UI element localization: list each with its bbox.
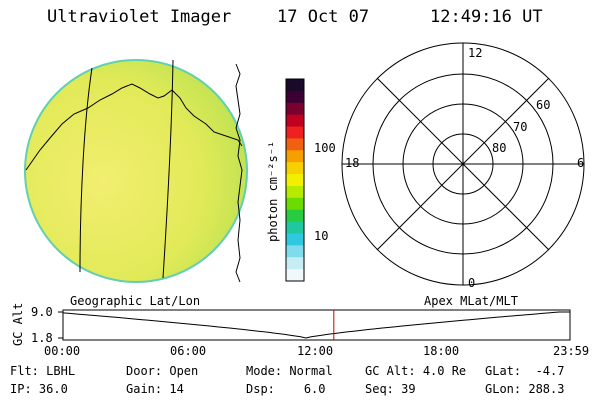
colorbar-segment xyxy=(286,222,304,234)
colorbar-segment xyxy=(286,127,304,139)
mlt-label-12: 12 xyxy=(468,46,482,60)
lat-label-80: 80 xyxy=(492,141,506,155)
colorbar-segment xyxy=(286,79,304,91)
colorbar-segment xyxy=(286,198,304,210)
status-glat: GLat: -4.7 xyxy=(485,364,564,378)
colorbar-tick-10: 10 xyxy=(314,229,328,243)
mlt-label-18: 18 xyxy=(345,156,359,170)
colorbar-segment xyxy=(286,162,304,174)
colorbar-segment xyxy=(286,186,304,198)
colorbar-segment xyxy=(286,257,304,269)
colorbar-segment xyxy=(286,91,304,103)
colorbar-segment xyxy=(286,150,304,162)
polar-grid xyxy=(342,43,584,285)
time-tick-1800: 18:00 xyxy=(423,344,459,358)
colorbar-tick-100: 100 xyxy=(314,141,336,155)
polar-projection-label: Apex MLat/MLT xyxy=(424,294,518,308)
lat-label-70: 70 xyxy=(513,120,527,134)
colorbar-segment xyxy=(286,233,304,245)
status-ip: IP: 36.0 xyxy=(10,382,68,396)
earth-disk-image xyxy=(25,60,247,282)
alt-axis-label: GC Alt xyxy=(11,303,25,346)
status-dsp: Dsp: 6.0 xyxy=(246,382,326,396)
colorbar-segment xyxy=(286,103,304,115)
colorbar-segment xyxy=(286,174,304,186)
status-glon: GLon: 288.3 xyxy=(485,382,564,396)
status-mode: Mode: Normal xyxy=(246,364,333,378)
status-gain: Gain: 14 xyxy=(126,382,184,396)
mlt-label-6: 6 xyxy=(577,156,584,170)
alt-tick-min: 1.8 xyxy=(31,331,53,345)
status-filter: Flt: LBHL xyxy=(10,364,75,378)
status-seq: Seq: 39 xyxy=(365,382,416,396)
colorbar-segment xyxy=(286,115,304,127)
mlt-label-0: 0 xyxy=(468,276,475,290)
status-gc-alt: GC Alt: 4.0 Re xyxy=(365,364,466,378)
altitude-curve xyxy=(63,312,570,338)
status-door: Door: Open xyxy=(126,364,198,378)
altitude-plot xyxy=(58,310,570,340)
colorbar-segment xyxy=(286,245,304,257)
time-tick-0000: 00:00 xyxy=(44,344,80,358)
colorbar-segment xyxy=(286,138,304,150)
lat-label-60: 60 xyxy=(536,98,550,112)
globe-projection-label: Geographic Lat/Lon xyxy=(70,294,200,308)
colorbar-unit-label: photon cm⁻²s⁻¹ xyxy=(266,141,280,242)
colorbar-segment xyxy=(286,210,304,222)
alt-tick-max: 9.0 xyxy=(31,305,53,319)
time-tick-2359: 23:59 xyxy=(553,344,589,358)
colorbar xyxy=(286,79,304,282)
time-tick-1200: 12:00 xyxy=(297,344,333,358)
time-tick-0600: 06:00 xyxy=(170,344,206,358)
colorbar-segment xyxy=(286,269,304,281)
